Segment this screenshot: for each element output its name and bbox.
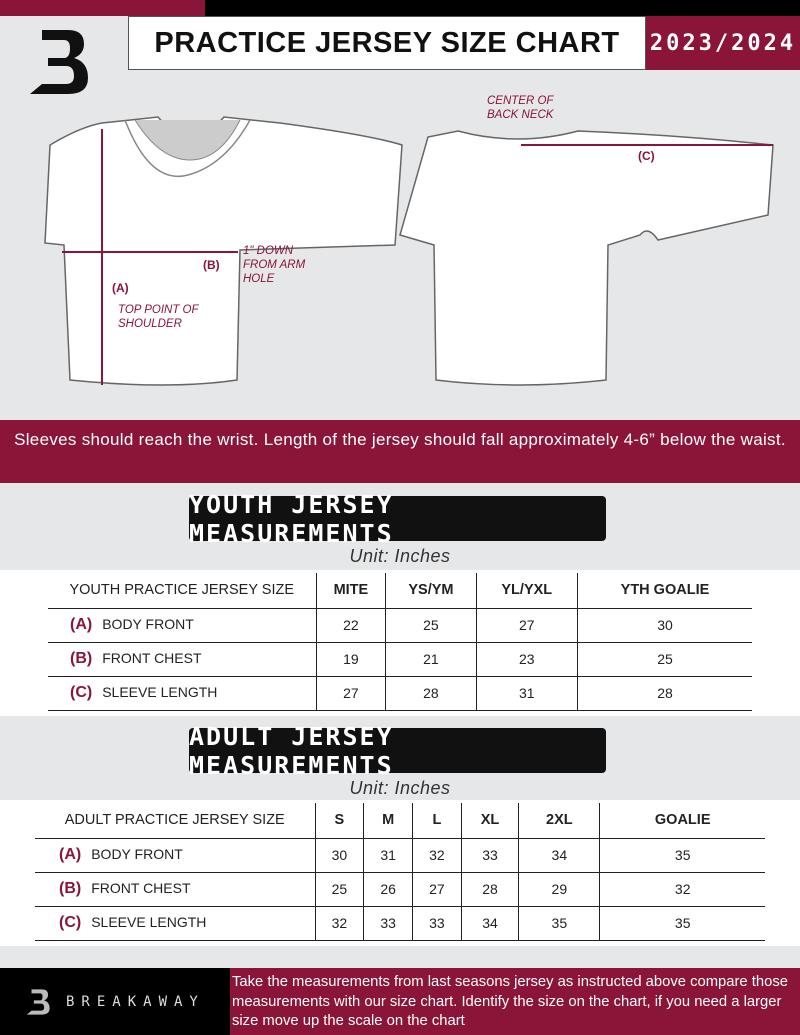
label-c: (C) xyxy=(638,149,655,163)
front-jersey-diagram xyxy=(44,116,403,386)
table-cell: 35 xyxy=(518,906,600,941)
column-header: L xyxy=(412,803,462,839)
back-jersey-diagram xyxy=(399,130,774,386)
row-label: (A) BODY FRONT xyxy=(48,608,316,643)
label-a-note: TOP POINT OF SHOULDER xyxy=(118,304,199,330)
table-cell: 33 xyxy=(412,906,462,941)
footer-brand: BREAKAWAY xyxy=(0,968,230,1035)
top-bar xyxy=(205,0,800,16)
row-code: (C) xyxy=(70,684,93,701)
season-label: 2023/2024 xyxy=(646,16,800,70)
table-row: (B) FRONT CHEST 19 21 23 25 xyxy=(48,642,752,677)
row-name: BODY FRONT xyxy=(102,616,194,632)
table-cell: 22 xyxy=(315,608,386,643)
column-header: S xyxy=(314,803,364,839)
brand-logo-small xyxy=(26,988,50,1015)
table-cell: 23 xyxy=(475,642,578,677)
table-row: (A) BODY FRONT 30 31 32 33 34 35 xyxy=(35,838,765,873)
row-name: SLEEVE LENGTH xyxy=(91,914,207,930)
table-cell: 32 xyxy=(412,838,462,873)
row-label: (C) SLEEVE LENGTH xyxy=(35,906,315,941)
table-cell: 31 xyxy=(475,676,578,711)
table-cell: 25 xyxy=(385,608,477,643)
row-code: (C) xyxy=(59,914,82,931)
footer-note: Take the measurements from last seasons … xyxy=(230,968,800,1035)
table-cell: 31 xyxy=(363,838,413,873)
row-name: FRONT CHEST xyxy=(102,650,202,666)
column-header: GOALIE xyxy=(599,803,765,839)
column-header: YTH GOALIE xyxy=(576,573,752,609)
row-code: (A) xyxy=(59,846,82,863)
table-cell: 29 xyxy=(518,872,600,907)
table-cell: 30 xyxy=(314,838,364,873)
column-header: YOUTH PRACTICE JERSEY SIZE xyxy=(48,573,316,609)
fit-instruction-banner: Sleeves should reach the wrist. Length o… xyxy=(0,420,800,483)
brand-name: BREAKAWAY xyxy=(66,993,205,1010)
row-label: (A) BODY FRONT xyxy=(35,838,315,873)
table-cell: 21 xyxy=(385,642,477,677)
label-c-note: CENTER OF BACK NECK xyxy=(487,95,554,121)
row-label: (C) SLEEVE LENGTH xyxy=(48,676,316,711)
column-header: MITE xyxy=(315,573,386,609)
brand-logo xyxy=(30,30,88,94)
table-row: (A) BODY FRONT 22 25 27 30 xyxy=(48,608,752,643)
table-cell: 28 xyxy=(576,676,752,711)
column-header: ADULT PRACTICE JERSEY SIZE xyxy=(35,803,315,839)
row-label: (B) FRONT CHEST xyxy=(48,642,316,677)
column-header: YS/YM xyxy=(385,573,477,609)
table-cell: 33 xyxy=(460,838,519,873)
row-name: BODY FRONT xyxy=(91,846,183,862)
table-cell: 34 xyxy=(518,838,600,873)
row-code: (B) xyxy=(59,880,82,897)
row-label: (B) FRONT CHEST xyxy=(35,872,315,907)
youth-size-table: YOUTH PRACTICE JERSEY SIZE MITE YS/YM YL/YX… xyxy=(48,573,752,711)
row-name: FRONT CHEST xyxy=(91,880,191,896)
column-header: YL/YXL xyxy=(475,573,578,609)
table-cell: 25 xyxy=(314,872,364,907)
youth-section-title: YOUTH JERSEY MEASUREMENTS xyxy=(189,490,606,548)
table-row: (C) SLEEVE LENGTH 27 28 31 28 xyxy=(48,676,752,711)
youth-unit: Unit: Inches xyxy=(349,546,451,566)
table-cell: 27 xyxy=(475,608,578,643)
row-name: SLEEVE LENGTH xyxy=(102,684,218,700)
table-cell: 19 xyxy=(315,642,386,677)
column-header: XL xyxy=(460,803,519,839)
table-cell: 34 xyxy=(460,906,519,941)
adult-unit: Unit: Inches xyxy=(349,778,451,798)
table-cell: 28 xyxy=(460,872,519,907)
table-cell: 27 xyxy=(315,676,386,711)
column-header: M xyxy=(363,803,413,839)
label-b: (B) xyxy=(203,258,220,272)
table-row: (B) FRONT CHEST 25 26 27 28 29 32 xyxy=(35,872,765,907)
table-cell: 25 xyxy=(576,642,752,677)
table-cell: 32 xyxy=(599,872,765,907)
table-cell: 35 xyxy=(599,906,765,941)
row-code: (B) xyxy=(70,650,93,667)
table-row: (C) SLEEVE LENGTH 32 33 33 34 35 35 xyxy=(35,906,765,941)
table-cell: 27 xyxy=(412,872,462,907)
table-cell: 35 xyxy=(599,838,765,873)
row-code: (A) xyxy=(70,616,93,633)
table-cell: 28 xyxy=(385,676,477,711)
page-title: PRACTICE JERSEY SIZE CHART xyxy=(128,16,646,70)
column-header: 2XL xyxy=(518,803,600,839)
table-cell: 26 xyxy=(363,872,413,907)
label-a: (A) xyxy=(112,281,129,295)
table-cell: 32 xyxy=(314,906,364,941)
table-cell: 30 xyxy=(576,608,752,643)
adult-section-title: ADULT JERSEY MEASUREMENTS xyxy=(189,722,606,780)
adult-size-table: ADULT PRACTICE JERSEY SIZE S M L XL 2XL GOALIE… xyxy=(35,803,765,941)
table-cell: 33 xyxy=(363,906,413,941)
top-bar-accent xyxy=(0,0,205,16)
label-b-note: 1" DOWN FROM ARM HOLE xyxy=(243,245,306,285)
